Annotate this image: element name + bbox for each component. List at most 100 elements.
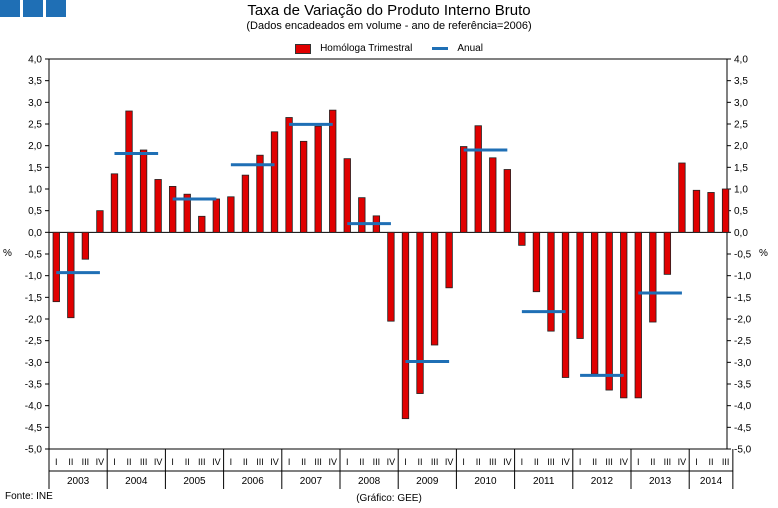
y-tick-label-right: -0,5	[734, 250, 752, 261]
bar	[110, 173, 119, 233]
bar	[634, 231, 642, 399]
quarter-label: I	[55, 457, 58, 467]
quarter-label: I	[288, 457, 291, 467]
bar	[518, 231, 526, 246]
year-label: 2006	[242, 476, 265, 487]
bar	[561, 231, 570, 378]
quarter-label: III	[314, 457, 322, 467]
y-tick-label-right: 2,5	[734, 120, 748, 131]
y-tick-label-left: -4,5	[25, 423, 43, 434]
bar	[590, 231, 599, 375]
quarter-label: III	[198, 457, 206, 467]
quarter-label: IV	[154, 457, 163, 467]
y-tick-label-left: -2,5	[25, 336, 43, 347]
quarter-label: III	[605, 457, 613, 467]
y-tick-label-left: -5,0	[25, 445, 43, 456]
year-label: 2013	[649, 476, 672, 487]
legend-label-quarterly: Homóloga Trimestral	[320, 43, 413, 54]
chart-title: Taxa de Variação do Produto Interno Brut…	[247, 2, 531, 19]
bar	[256, 154, 264, 233]
y-tick-label-right: -1,0	[734, 271, 752, 282]
bar	[721, 188, 730, 233]
bar	[387, 231, 395, 322]
year-label: 2010	[474, 476, 497, 487]
logo-square	[23, 0, 43, 17]
quarter-label: I	[579, 457, 582, 467]
quarter-label: III	[140, 457, 148, 467]
y-tick-label-right: 1,0	[734, 185, 748, 196]
quarter-label: II	[68, 457, 73, 467]
y-tick-label-left: -3,0	[25, 358, 43, 369]
quarter-label: III	[547, 457, 555, 467]
legend-label-annual: Anual	[457, 43, 483, 54]
bar	[343, 158, 351, 233]
y-tick-label-left: 3,5	[28, 76, 42, 87]
quarter-label: I	[521, 457, 524, 467]
quarter-label: IV	[445, 457, 454, 467]
bar	[125, 110, 133, 233]
y-tick-label-left: 4,0	[28, 55, 42, 66]
bar	[183, 193, 191, 233]
bar	[96, 210, 104, 233]
quarter-label: II	[359, 457, 364, 467]
logo-square	[46, 0, 66, 17]
quarter-label: I	[637, 457, 640, 467]
quarter-label: II	[418, 457, 423, 467]
bar	[67, 231, 75, 319]
bar	[198, 215, 206, 233]
bar	[649, 231, 657, 323]
bar	[707, 192, 715, 233]
chart-credit: (Gráfico: GEE)	[356, 493, 422, 504]
logo-square	[0, 0, 20, 17]
bar	[474, 125, 482, 233]
y-tick-label-left: -1,5	[25, 293, 43, 304]
quarter-label: I	[113, 457, 116, 467]
bar	[547, 231, 555, 332]
bar	[503, 169, 511, 233]
y-tick-label-left: 1,0	[28, 185, 42, 196]
year-label: 2005	[183, 476, 206, 487]
bar	[416, 231, 424, 394]
bar	[430, 231, 439, 346]
year-label: 2008	[358, 476, 381, 487]
quarter-label: II	[127, 457, 132, 467]
quarter-label: II	[476, 457, 481, 467]
quarter-label: I	[404, 457, 407, 467]
quarter-label: III	[256, 457, 264, 467]
bar	[678, 162, 686, 233]
chart-subtitle: (Dados encadeados em volume - ano de ref…	[246, 20, 532, 32]
y-tick-label-right: 2,0	[734, 141, 748, 152]
y-tick-label-left: -3,5	[25, 380, 43, 391]
year-label: 2011	[533, 476, 555, 487]
quarter-label: II	[709, 457, 714, 467]
y-tick-label-right: -5,0	[734, 445, 752, 456]
y-tick-label-right: 3,5	[734, 76, 748, 87]
bar	[169, 185, 177, 233]
bar	[460, 146, 468, 233]
quarter-label: II	[650, 457, 655, 467]
y-axis-unit-right: %	[759, 248, 768, 259]
y-tick-label-left: 0,0	[28, 228, 42, 239]
y-tick-label-left: 3,0	[28, 98, 42, 109]
year-label: 2004	[125, 476, 148, 487]
bar	[358, 197, 366, 233]
bar	[605, 231, 613, 391]
legend-line-swatch	[432, 47, 449, 50]
bar	[329, 109, 337, 233]
bar	[52, 231, 60, 303]
bar	[227, 196, 235, 233]
y-tick-label-left: 1,5	[28, 163, 42, 174]
quarter-label: I	[695, 457, 698, 467]
quarter-label: IV	[503, 457, 512, 467]
y-tick-label-right: -3,5	[734, 380, 752, 391]
bar	[299, 140, 308, 233]
year-label: 2003	[67, 476, 90, 487]
year-label: 2007	[300, 476, 323, 487]
bar	[212, 198, 220, 233]
bar	[663, 231, 672, 275]
quarter-label: III	[489, 457, 497, 467]
quarter-label: IV	[96, 457, 105, 467]
y-tick-label-left: -2,0	[25, 315, 43, 326]
quarter-label: IV	[387, 457, 396, 467]
